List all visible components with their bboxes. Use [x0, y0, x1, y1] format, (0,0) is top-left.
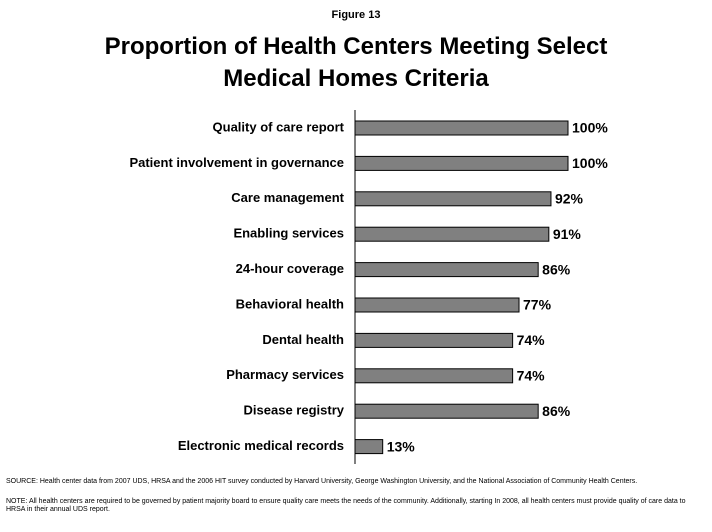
category-label: Pharmacy services — [226, 367, 344, 382]
figure-label: Figure 13 — [332, 9, 381, 21]
bar — [354, 297, 520, 313]
category-label: Dental health — [262, 332, 344, 347]
chart: Figure 13 Proportion of Health Centers M… — [105, 9, 608, 464]
bar — [354, 439, 384, 455]
bar — [354, 332, 514, 348]
category-label: Enabling services — [233, 226, 344, 241]
category-label: 24-hour coverage — [236, 261, 344, 276]
note: NOTE: All health centers are required to… — [6, 498, 686, 513]
value-label: 86% — [542, 261, 571, 277]
category-label: Disease registry — [244, 403, 345, 418]
chart-title: Proportion of Health Centers Meeting Sel… — [105, 33, 608, 92]
bar — [354, 368, 514, 384]
bar — [354, 120, 569, 136]
source-note: SOURCE: Health center data from 2007 UDS… — [6, 478, 638, 485]
category-label: Patient involvement in governance — [129, 155, 344, 170]
category-label: Behavioral health — [236, 296, 344, 311]
bar — [354, 403, 539, 419]
value-label: 100% — [572, 120, 608, 136]
value-label: 77% — [523, 297, 552, 313]
value-label: 91% — [553, 226, 582, 242]
bar — [354, 262, 539, 278]
value-label: 13% — [387, 438, 416, 454]
category-label: Electronic medical records — [178, 438, 344, 453]
category-label: Quality of care report — [213, 119, 345, 134]
value-label: 86% — [542, 403, 571, 419]
bar — [354, 226, 550, 242]
value-label: 92% — [555, 191, 584, 207]
bar — [354, 155, 569, 171]
value-label: 100% — [572, 155, 608, 171]
bar — [354, 191, 552, 207]
category-label: Care management — [231, 190, 344, 205]
value-label: 74% — [517, 368, 546, 384]
value-label: 74% — [517, 332, 546, 348]
